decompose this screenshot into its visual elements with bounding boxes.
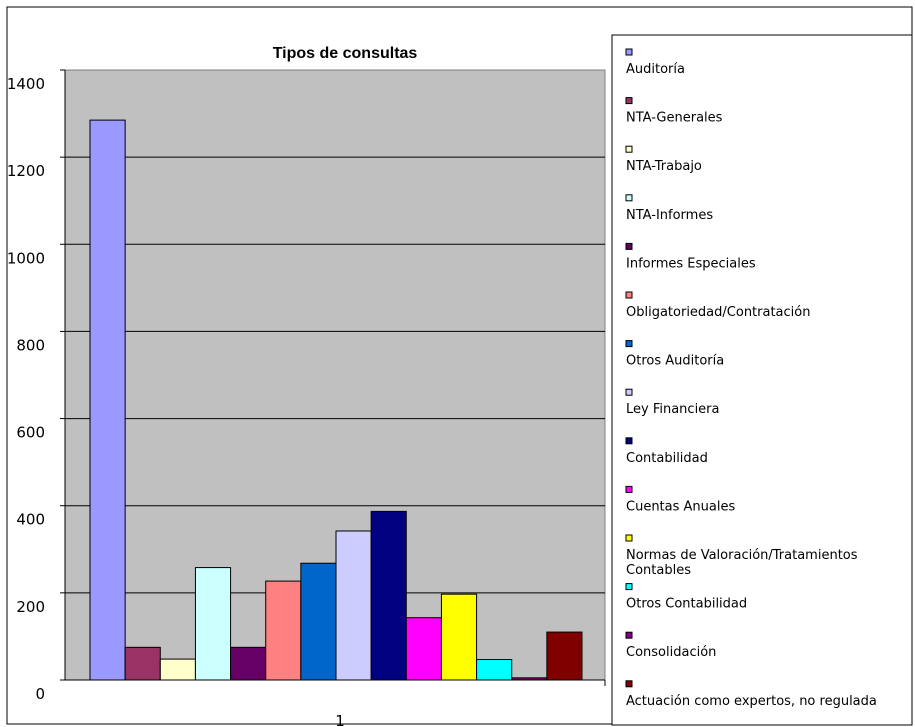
legend-swatch [625,145,633,153]
legend-label: Informes Especiales [626,256,756,271]
legend-swatch [625,340,633,348]
legend-swatch [625,534,633,542]
bar-6 [265,580,302,681]
grid-lines [65,156,605,594]
legend-label: NTA-Informes [626,208,713,223]
y-tick-label: 1200 [7,162,45,180]
chart-title: Tipos de consultas [273,45,418,62]
y-tick-label: 800 [16,336,45,354]
legend-box [611,34,913,726]
bar-12 [476,659,513,681]
y-tick-label: 200 [16,598,45,616]
y-tick-label: 0 [35,685,45,703]
legend-swatch [625,291,633,299]
legend-label: Actuación como expertos, no regulada [626,694,877,709]
legend-label: Otros Auditoría [626,354,724,369]
legend-swatch [625,194,633,202]
y-tick-label: 600 [16,424,45,442]
legend-swatch [625,242,633,250]
legend-label: NTA-Generales [626,111,723,126]
legend-label: NTA-Trabajo [626,159,702,174]
bar-8 [335,530,372,681]
bar-5 [230,646,267,681]
bar-14 [546,631,583,681]
legend-label: Cuentas Anuales [626,499,735,514]
legend-label: Otros Contabilidad [626,597,747,612]
legend-swatch [625,680,633,688]
bar-3 [159,658,196,681]
legend-label: Obligatoriedad/Contratación [626,305,810,320]
legend-label: Ley Financiera [626,402,720,417]
bar-1 [89,119,126,681]
bar-4 [194,567,232,681]
legend-swatch [625,437,633,445]
legend: Auditoría NTA-Generales NTA-Trabajo NTA-Inf… [625,48,877,709]
legend-swatch [625,388,633,396]
bar-2 [124,646,161,681]
bar-11 [440,593,478,681]
y-tick-label: 400 [16,511,45,529]
y-axis-ticks: 0 200 400 600 800 1000 1200 1400 [7,69,606,703]
legend-swatch [625,583,633,591]
legend-swatch [625,485,633,493]
legend-label: Auditoría [626,62,685,77]
bar-7 [300,562,337,681]
bar-10 [405,617,442,681]
legend-swatch [625,48,633,56]
legend-label: Normas de Valoración/Tratamientos Contabl… [626,548,858,578]
y-tick-label: 1400 [7,75,45,93]
legend-label: Contabilidad [626,451,708,466]
x-tick-label: 1 [335,712,345,727]
bar-9 [370,510,407,681]
legend-swatch [625,631,633,639]
legend-swatch [625,97,633,105]
legend-label: Consolidación [626,645,716,660]
y-tick-label: 1000 [7,249,45,267]
bars [89,119,583,681]
